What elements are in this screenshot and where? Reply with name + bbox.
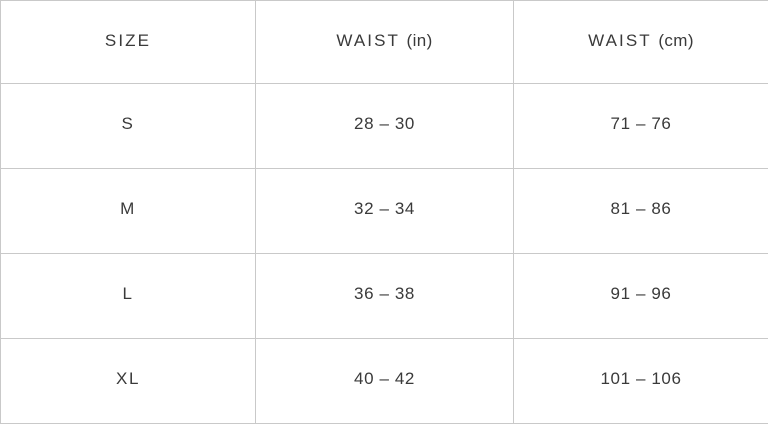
column-header-waist-cm: WAIST (cm) bbox=[514, 1, 768, 84]
column-header-size: SIZE bbox=[1, 1, 256, 84]
cell-size: XL bbox=[1, 339, 256, 424]
cell-waist-in: 36 – 38 bbox=[256, 254, 514, 339]
cell-size: M bbox=[1, 169, 256, 254]
table-row: L 36 – 38 91 – 96 bbox=[1, 254, 768, 339]
cell-waist-cm: 101 – 106 bbox=[514, 339, 768, 424]
column-header-waist-in: WAIST (in) bbox=[256, 1, 514, 84]
cell-waist-in: 32 – 34 bbox=[256, 169, 514, 254]
table-body: S 28 – 30 71 – 76 M 32 – 34 81 – 86 L 36… bbox=[1, 84, 768, 424]
cell-waist-cm: 81 – 86 bbox=[514, 169, 768, 254]
cell-waist-cm: 71 – 76 bbox=[514, 84, 768, 169]
cell-size: S bbox=[1, 84, 256, 169]
cell-waist-cm: 91 – 96 bbox=[514, 254, 768, 339]
cell-waist-in: 40 – 42 bbox=[256, 339, 514, 424]
cell-waist-in: 28 – 30 bbox=[256, 84, 514, 169]
table-header: SIZE WAIST (in) WAIST (cm) bbox=[1, 1, 768, 84]
table-row: M 32 – 34 81 – 86 bbox=[1, 169, 768, 254]
cell-size: L bbox=[1, 254, 256, 339]
table-row: S 28 – 30 71 – 76 bbox=[1, 84, 768, 169]
table-row: XL 40 – 42 101 – 106 bbox=[1, 339, 768, 424]
header-row: SIZE WAIST (in) WAIST (cm) bbox=[1, 1, 768, 84]
